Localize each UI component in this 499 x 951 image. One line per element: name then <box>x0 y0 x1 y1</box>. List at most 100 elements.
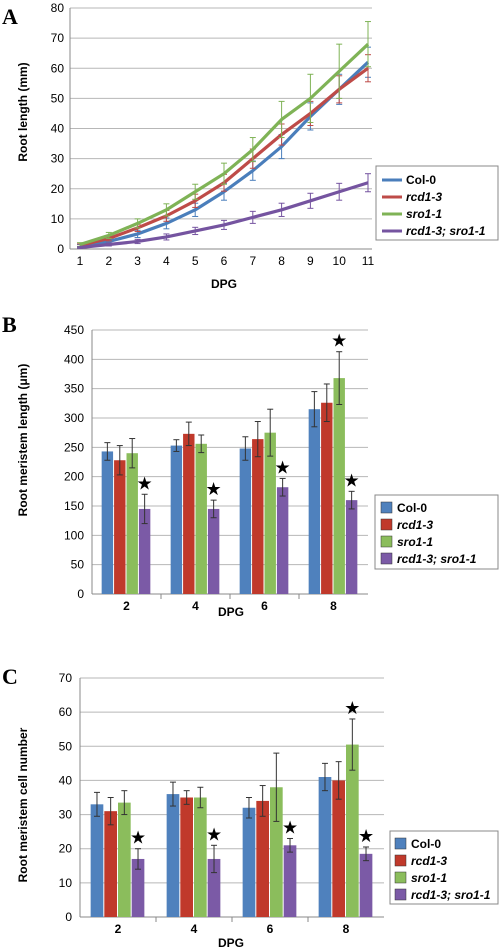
panel-a-x-tick-label: 8 <box>278 254 285 268</box>
panel-b-x-axis-label: DPG <box>218 605 244 619</box>
panel-c-bar <box>256 800 269 917</box>
panel-b-bar <box>308 409 321 594</box>
panel-c-bar <box>359 853 373 917</box>
panel-b-bar <box>101 451 114 594</box>
panel-c-significance-star: ★ <box>358 826 374 847</box>
panel-b-bar <box>252 439 264 594</box>
panel-c-bars: ★ ★ ★ ★ ★ <box>90 698 374 917</box>
panel-c-y-tick-label: 10 <box>59 876 73 890</box>
panel-a-y-axis-label: Root length (mm) <box>16 62 30 161</box>
panel-a-legend-label: sro1-1 <box>406 207 442 221</box>
panel-c-bar <box>194 797 207 917</box>
panel-b-legend-swatch <box>380 535 393 548</box>
panel-a-series-3 <box>77 173 371 250</box>
panel-c-legend-swatch <box>394 837 407 850</box>
panel-b-x-tick-label: 4 <box>192 599 199 613</box>
panel-a-legend-label: rcd1-3 <box>406 190 442 204</box>
panel-a-series <box>77 21 371 250</box>
panel-b-y-tick-label: 450 <box>64 323 84 337</box>
panel-a-letter: A <box>2 4 18 29</box>
panel-b-y-tick-label: 350 <box>64 382 84 396</box>
panel-a-y-tick-label: 20 <box>51 182 65 196</box>
panel-c-legend-label: rcd1-3; sro1-1 <box>411 888 491 902</box>
panel-b-bar <box>345 500 358 594</box>
panel-a-x-axis-label: DPG <box>211 277 237 291</box>
panel-a-x-tick-label: 2 <box>105 254 112 268</box>
panel-a-legend-box <box>375 165 499 241</box>
panel-c-significance-star: ★ <box>344 698 360 719</box>
panel-b-y-tick-label: 300 <box>64 411 84 425</box>
panel-b-legend-swatch <box>380 552 393 565</box>
panel-a-y-tick-label: 30 <box>51 152 65 166</box>
panel-c-bar <box>90 804 104 917</box>
panel-a-x-tick-label: 5 <box>192 254 199 268</box>
panel-b-y-tick-label: 100 <box>64 528 84 542</box>
panel-c-bar <box>332 780 345 917</box>
panel-c-y-ticks: 0 10 20 30 40 50 60 70 <box>59 671 73 924</box>
panel-c-y-tick-label: 40 <box>59 773 73 787</box>
panel-a-x-tick-label: 1 <box>77 254 84 268</box>
panel-a-x-tick-label: 9 <box>307 254 314 268</box>
panel-a-y-tick-label: 80 <box>51 1 65 15</box>
panel-b-bar <box>195 443 207 594</box>
panel-b-x-ticks: 2 4 6 8 <box>123 599 337 613</box>
panel-c-significance-star: ★ <box>282 817 298 838</box>
panel-b-bar <box>207 508 220 594</box>
panel-b-bar <box>264 432 276 594</box>
panel-c-legend-box <box>389 830 499 905</box>
panel-c-y-tick-label: 0 <box>65 910 72 924</box>
panel-c-bar <box>242 807 256 917</box>
panel-a-legend-label: rcd1-3; sro1-1 <box>406 224 486 238</box>
panel-c-bar <box>104 811 117 917</box>
panel-b-bar <box>170 445 183 594</box>
panel-a-series-2 <box>77 21 371 247</box>
panel-b-letter: B <box>2 312 17 337</box>
panel-b-bar <box>138 508 151 594</box>
panel-b-significance-star: ★ <box>344 470 360 491</box>
panel-b-significance-star: ★ <box>137 473 153 494</box>
panel-a-x-tick-label: 11 <box>362 254 375 268</box>
panel-a-line-chart: A 0 10 20 30 40 50 60 70 80 1 2 3 4 5 6 7 8 9 10 11 Root l… <box>2 1 499 291</box>
panel-b-legend-label: rcd1-3 <box>397 518 433 532</box>
panel-c-bar <box>131 858 145 917</box>
panel-c-legend-label: sro1-1 <box>411 871 447 885</box>
panel-b-significance-star: ★ <box>206 479 222 500</box>
panel-a-y-tick-label: 0 <box>57 242 64 256</box>
panel-b-bar <box>239 448 252 594</box>
panel-b-bar <box>114 460 126 594</box>
panel-c-bar-chart: C 0 10 20 30 40 50 60 70 2 4 6 8 ★ ★ ★ ★ ★ Root merist… <box>2 664 499 950</box>
panel-c-bar <box>207 858 221 917</box>
panel-b-y-axis-label: Root meristem length (μm) <box>16 364 30 517</box>
panel-b-bar <box>333 378 345 594</box>
panel-b-legend-label: rcd1-3; sro1-1 <box>397 552 477 566</box>
panel-a-y-tick-label: 60 <box>51 61 65 75</box>
panel-c-y-tick-label: 20 <box>59 842 73 856</box>
panel-c-y-axis-label: Root meristem cell number <box>16 727 30 882</box>
panel-b-bar <box>276 487 289 594</box>
panel-b-y-ticks: 0 50 100 150 200 250 300 350 400 450 <box>64 323 84 601</box>
panel-b-bar <box>126 453 138 594</box>
panel-a-series-line <box>79 42 370 247</box>
panel-c-bar <box>270 787 283 917</box>
panel-a-x-tick-label: 4 <box>163 254 170 268</box>
panel-b-x-tick-label: 2 <box>123 599 130 613</box>
panel-a-y-ticks: 0 10 20 30 40 50 60 70 80 <box>51 1 65 256</box>
panel-c-legend: Col-0 rcd1-3 sro1-1 rcd1-3; sro1-1 <box>389 830 499 905</box>
panel-c-x-ticks: 2 4 6 8 <box>115 922 350 936</box>
panel-c-significance-star: ★ <box>206 824 222 845</box>
panel-a-series-0 <box>77 46 371 248</box>
panel-c-bar <box>166 794 180 917</box>
panel-c-letter: C <box>2 664 18 689</box>
panel-c-x-tick-label: 6 <box>267 922 274 936</box>
panel-a-legend-label: Col-0 <box>406 173 436 187</box>
panel-c-bar <box>346 744 359 917</box>
panel-c-x-tick-label: 4 <box>191 922 198 936</box>
panel-b-y-tick-label: 50 <box>71 558 85 572</box>
panel-a-x-tick-label: 3 <box>134 254 141 268</box>
panel-c-bar <box>318 777 332 917</box>
panel-c-x-tick-label: 2 <box>115 922 122 936</box>
panel-b-legend-box <box>374 494 499 570</box>
panel-b-x-tick-label: 6 <box>261 599 268 613</box>
panel-a-gridlines <box>69 7 372 250</box>
